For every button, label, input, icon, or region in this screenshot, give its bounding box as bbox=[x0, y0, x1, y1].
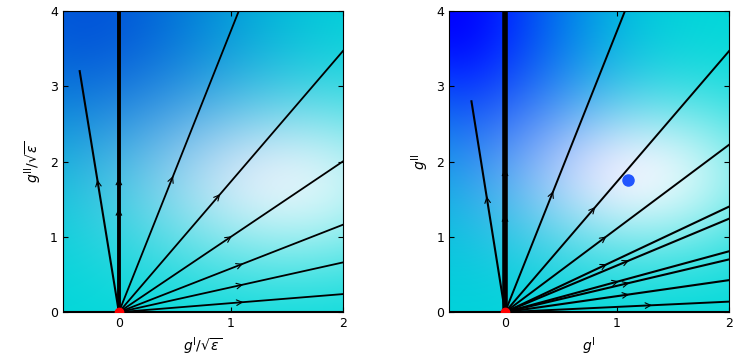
Y-axis label: $g^{\rm II}/\sqrt{\epsilon}$: $g^{\rm II}/\sqrt{\epsilon}$ bbox=[23, 140, 44, 183]
X-axis label: $g^{\rm I}$: $g^{\rm I}$ bbox=[582, 336, 596, 357]
Y-axis label: $g^{\rm II}$: $g^{\rm II}$ bbox=[409, 154, 431, 170]
X-axis label: $g^{\rm I}/\sqrt{\epsilon}$: $g^{\rm I}/\sqrt{\epsilon}$ bbox=[184, 336, 223, 357]
